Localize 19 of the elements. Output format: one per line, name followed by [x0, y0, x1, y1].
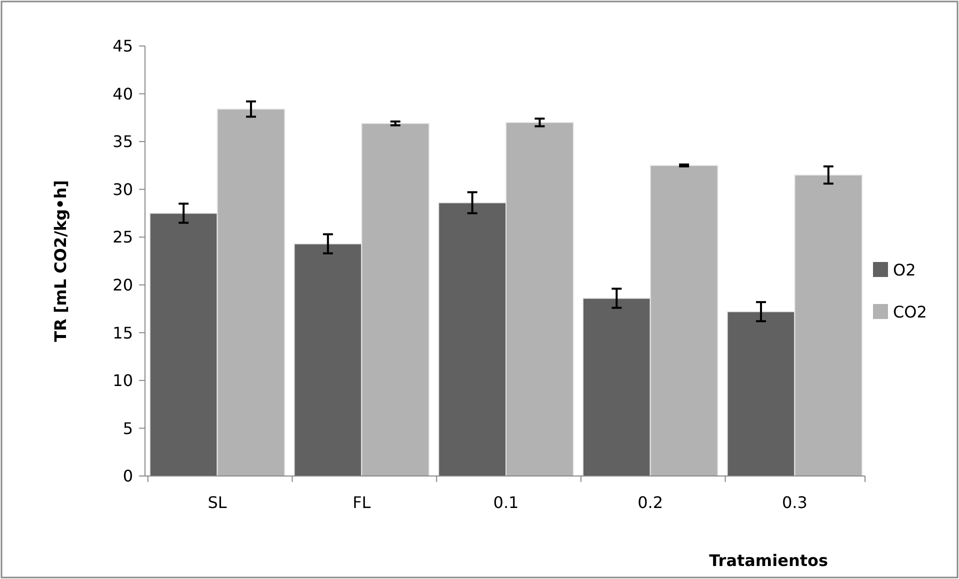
y-tick-label: 15	[112, 323, 133, 342]
y-tick-label: 0	[122, 466, 133, 486]
y-tick-label: 25	[112, 228, 133, 247]
y-tick-label: 10	[112, 371, 133, 390]
x-tick-label: SL	[208, 493, 227, 512]
y-tick-label: 35	[112, 132, 133, 152]
legend-label: O2	[893, 260, 916, 280]
legend-label: CO2	[893, 302, 927, 322]
x-axis-title: Tratamientos	[709, 551, 828, 570]
x-tick-label: 0.1	[493, 493, 519, 512]
x-tick-label: 0.3	[782, 493, 808, 512]
x-tick-label: 0.2	[638, 493, 664, 512]
y-tick-label: 30	[112, 180, 133, 199]
x-tick-label: FL	[352, 493, 371, 512]
y-tick-label: 40	[112, 84, 133, 104]
y-tick-label: 45	[112, 36, 133, 56]
y-tick-label: 20	[112, 275, 133, 294]
y-axis-title: TR [mL CO2/kg•h]	[51, 180, 70, 342]
y-tick-label: 5	[122, 418, 133, 438]
